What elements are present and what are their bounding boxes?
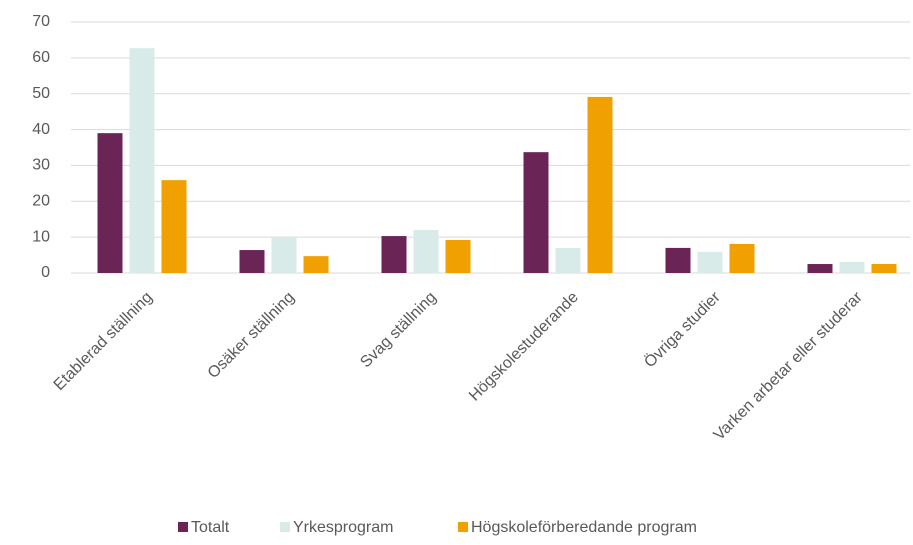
bar — [729, 243, 755, 273]
y-tick-label: 30 — [32, 157, 50, 174]
y-tick-label: 10 — [32, 228, 50, 245]
y-tick-label: 0 — [41, 264, 50, 281]
x-tick-label: Högskolestuderande — [466, 289, 582, 405]
bar — [871, 264, 897, 273]
y-tick-label: 20 — [32, 193, 50, 210]
bar — [129, 48, 155, 273]
bar — [303, 256, 329, 273]
bar — [523, 152, 549, 273]
legend-swatch — [178, 522, 188, 532]
legend-swatch — [280, 522, 290, 532]
x-tick-label: Varken arbetar eller studerar — [711, 288, 867, 444]
bar — [555, 247, 581, 273]
x-tick-label: Övriga studier — [641, 288, 725, 372]
y-tick-label: 40 — [32, 121, 50, 138]
bar — [239, 250, 265, 273]
legend-label: Yrkesprogram — [293, 519, 393, 536]
bar — [839, 261, 865, 273]
bar — [161, 180, 187, 273]
bar — [587, 96, 613, 273]
x-tick-label: Svag ställning — [357, 289, 439, 371]
bar — [271, 237, 297, 273]
x-tick-label: Osäker ställning — [205, 289, 298, 382]
bar — [665, 247, 691, 273]
legend-swatch — [458, 522, 468, 532]
bar — [807, 264, 833, 273]
bar — [445, 240, 471, 273]
bar — [697, 251, 723, 273]
legend-label: Totalt — [191, 519, 230, 536]
bar — [413, 229, 439, 273]
bar — [97, 133, 123, 273]
y-tick-label: 70 — [32, 13, 50, 30]
y-tick-label: 50 — [32, 85, 50, 102]
y-tick-label: 60 — [32, 49, 50, 66]
bar — [381, 236, 407, 273]
x-tick-label: Etablerad ställning — [51, 289, 156, 394]
legend-label: Högskoleförberedande program — [471, 519, 697, 536]
